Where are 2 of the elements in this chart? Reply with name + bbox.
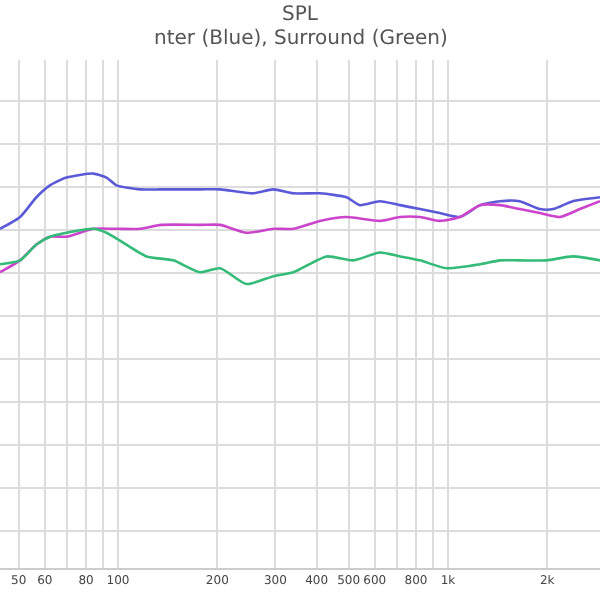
chart-subtitle: nter (Blue), Surround (Green) <box>154 28 449 50</box>
chart-title: SPL <box>282 4 319 26</box>
